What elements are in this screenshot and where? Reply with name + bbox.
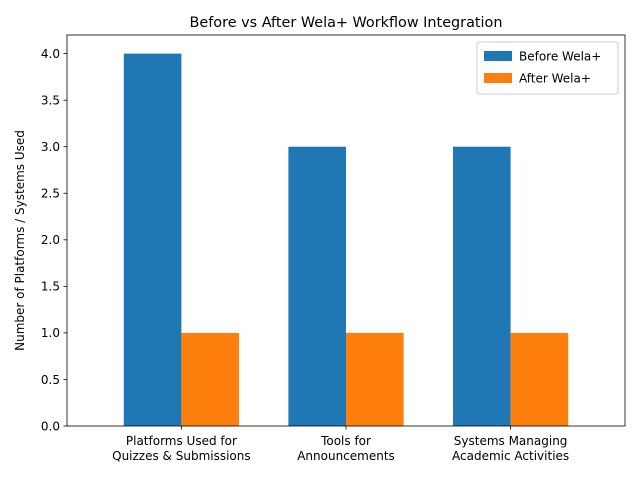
x-tick-label: Academic Activities <box>452 449 569 463</box>
y-tick-label: 1.5 <box>41 280 60 294</box>
bar-after-wela-0 <box>181 332 240 426</box>
y-tick-label: 2.5 <box>41 187 60 201</box>
x-tick-label: Quizzes & Submissions <box>112 449 251 463</box>
bar-after-wela-1 <box>346 332 404 426</box>
legend-swatch <box>484 51 512 61</box>
legend-swatch <box>484 73 512 83</box>
y-tick-label: 3.0 <box>41 140 60 154</box>
x-tick-label: Systems Managing <box>454 434 568 448</box>
y-tick-label: 4.0 <box>41 47 60 61</box>
bars-group <box>123 53 569 426</box>
x-tick-label: Announcements <box>297 449 395 463</box>
x-tick-label: Tools for <box>320 434 371 448</box>
x-tick-label: Platforms Used for <box>126 434 237 448</box>
bar-before-wela-0 <box>123 53 182 426</box>
y-tick-label: 3.5 <box>41 93 60 107</box>
legend-box <box>476 41 619 95</box>
bar-after-wela-2 <box>510 332 569 426</box>
bar-before-wela-1 <box>288 146 346 426</box>
legend-label: After Wela+ <box>519 72 591 86</box>
legend: Before Wela+ After Wela+ <box>476 41 619 95</box>
y-tick-label: 0.0 <box>41 419 60 433</box>
bar-before-wela-2 <box>452 146 511 426</box>
y-tick-label: 1.0 <box>41 326 60 340</box>
y-axis-label: Number of Platforms / Systems Used <box>13 130 27 351</box>
legend-label: Before Wela+ <box>519 50 601 64</box>
plot-frame <box>66 34 626 427</box>
y-tick-label: 2.0 <box>41 233 60 247</box>
chart-title: Before vs After Wela+ Workflow Integrati… <box>190 15 503 31</box>
y-tick-label: 0.5 <box>41 373 60 387</box>
y-axis: 0.0 0.5 1.0 1.5 2.0 2.5 3.0 3.5 4.0 <box>41 47 67 433</box>
